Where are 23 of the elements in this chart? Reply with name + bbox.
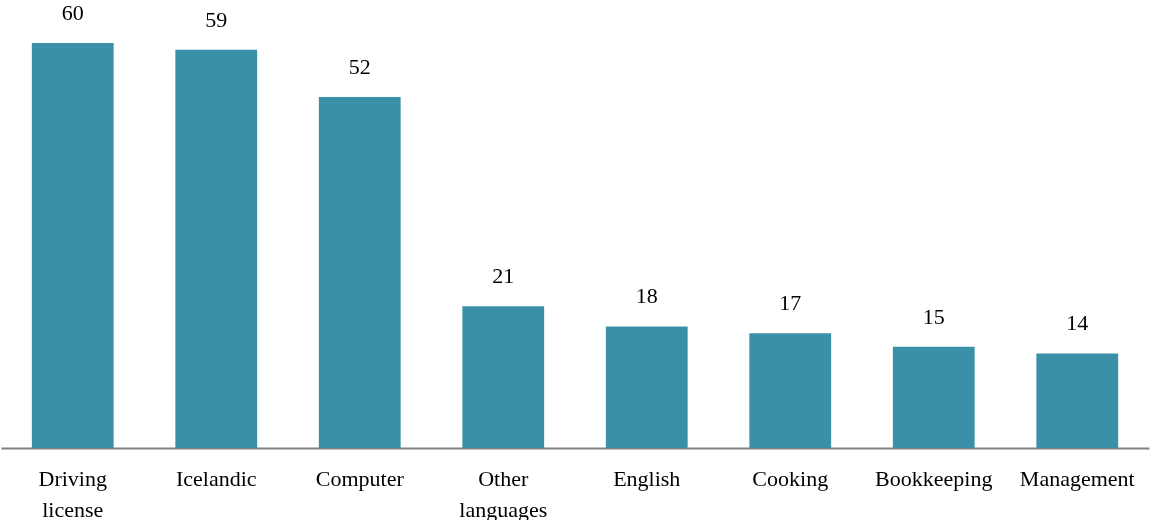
x-tick-label: Computer	[315, 465, 405, 491]
data-label: 14	[1066, 310, 1089, 336]
data-label: 60	[61, 0, 84, 25]
x-tick-label: English	[613, 465, 681, 491]
data-label: 17	[779, 290, 802, 316]
bar	[318, 96, 401, 448]
x-tick-label: Cooking	[752, 465, 829, 491]
x-tick-label: Management	[1019, 465, 1135, 491]
x-tick-label: Driving license	[38, 465, 107, 522]
bar	[175, 49, 258, 448]
data-label: 21	[492, 263, 515, 289]
bar	[1036, 353, 1119, 448]
data-label: 18	[635, 283, 658, 309]
bar	[605, 326, 688, 448]
data-label: 15	[922, 303, 945, 329]
bar	[892, 346, 975, 448]
bar	[31, 42, 114, 448]
x-tick-label: Icelandic	[175, 465, 257, 491]
x-tick-label: Bookkeeping	[875, 465, 993, 491]
bar	[749, 333, 832, 448]
bar	[462, 306, 545, 448]
data-label: 52	[348, 53, 371, 79]
data-label: 59	[205, 6, 228, 32]
